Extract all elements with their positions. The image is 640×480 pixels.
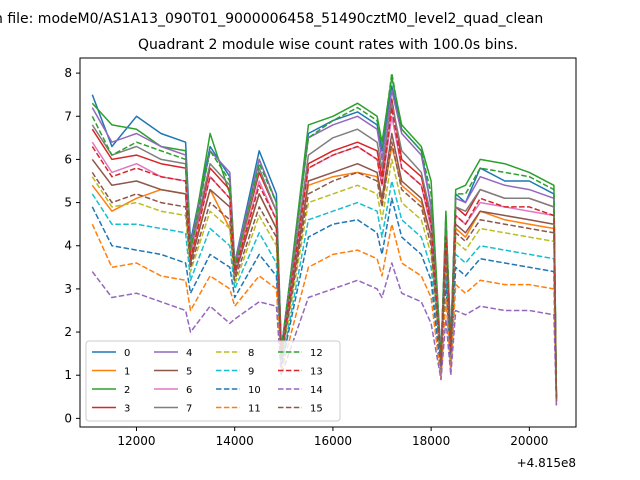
- legend-label-11: 11: [248, 404, 261, 415]
- legend-label-3: 3: [124, 404, 130, 415]
- series-line-14: [91, 262, 558, 406]
- y-tick-label: 3: [64, 282, 72, 296]
- x-tick-label: 14000: [216, 434, 254, 448]
- x-axis: 12000 14000 16000 18000 20000: [117, 427, 548, 448]
- legend-label-14: 14: [310, 385, 323, 396]
- series-line-9: [91, 180, 558, 402]
- legend-label-6: 6: [186, 385, 192, 396]
- x-offset-label: +4.815e8: [517, 456, 576, 470]
- y-axis: 0 1 2 3 4 5 6 7 8: [64, 66, 80, 425]
- legend-label-12: 12: [310, 348, 323, 359]
- series-line-13: [91, 106, 558, 402]
- series-line-15: [91, 141, 558, 402]
- legend-label-2: 2: [124, 385, 130, 396]
- legend-label-8: 8: [248, 348, 254, 359]
- y-tick-label: 5: [64, 196, 72, 210]
- legend-label-7: 7: [186, 404, 192, 415]
- x-tick-label: 12000: [117, 434, 155, 448]
- x-tick-label: 20000: [510, 434, 548, 448]
- legend-label-13: 13: [310, 367, 323, 378]
- legend-label-5: 5: [186, 367, 192, 378]
- plot-frame: [79, 57, 577, 428]
- legend-label-9: 9: [248, 367, 254, 378]
- legend-box: [85, 340, 341, 422]
- legend-label-1: 1: [124, 367, 130, 378]
- y-tick-label: 1: [64, 368, 72, 382]
- series-layer: [91, 72, 558, 406]
- x-tick-label: 16000: [314, 434, 352, 448]
- legend-label-15: 15: [310, 404, 323, 415]
- chart-title: Quadrant 2 module wise count rates with …: [138, 37, 518, 53]
- figure-suptitle: n file: modeM0/AS1A13_090T01_9000006458_…: [0, 11, 543, 27]
- y-tick-label: 2: [64, 325, 72, 339]
- y-tick-label: 8: [64, 66, 72, 80]
- series-line-10: [91, 197, 558, 402]
- legend-label-4: 4: [186, 348, 192, 359]
- y-tick-label: 0: [64, 411, 72, 425]
- y-tick-label: 4: [64, 239, 72, 253]
- series-line-8: [91, 158, 558, 402]
- x-tick-label: 18000: [412, 434, 450, 448]
- y-tick-label: 6: [64, 152, 72, 166]
- y-tick-label: 7: [64, 109, 72, 123]
- legend-label-0: 0: [124, 348, 130, 359]
- legend-label-10: 10: [248, 385, 261, 396]
- series-line-11: [91, 223, 558, 406]
